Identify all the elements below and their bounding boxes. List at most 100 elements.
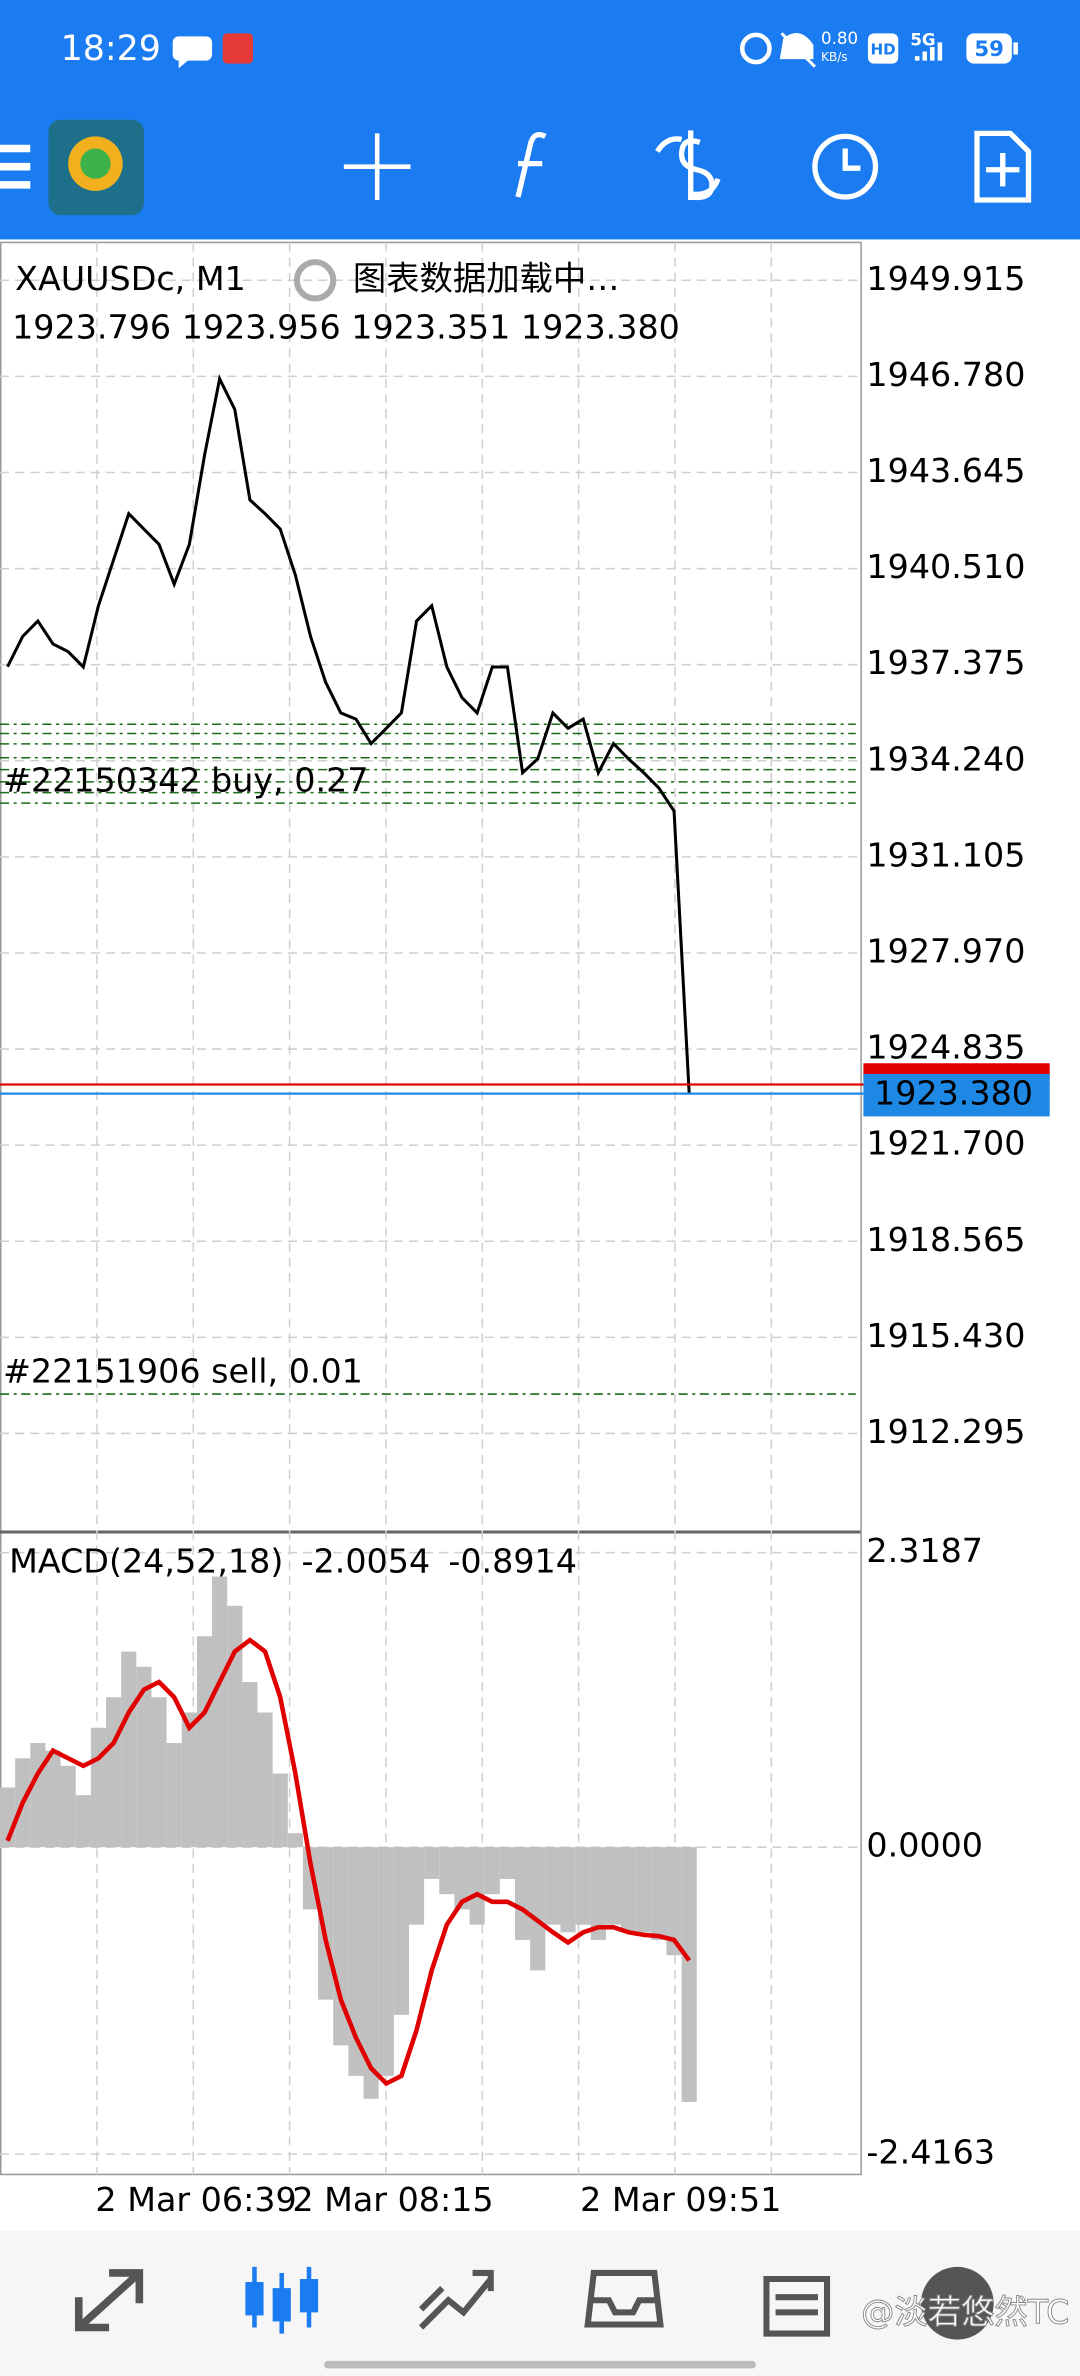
- net-unit: KB/s: [821, 50, 848, 64]
- macd-bar: [121, 1651, 137, 1848]
- trade-button[interactable]: [655, 130, 721, 201]
- y-tick-label: 1937.375: [866, 643, 1025, 682]
- macd-bar: [90, 1727, 107, 1848]
- net-speed: 0.80: [821, 29, 858, 48]
- signal-value: -0.8914: [448, 1541, 577, 1580]
- x-tick-label: 2 Mar 09:51: [580, 2180, 781, 2219]
- home-indicator: [324, 2360, 756, 2369]
- bottom-nav: [0, 2230, 1080, 2376]
- y-tick-label: 1946.780: [866, 355, 1025, 394]
- y-tick-label: 1934.240: [866, 739, 1025, 778]
- y-tick-label: 0.0000: [866, 1826, 983, 1865]
- macd-bar: [75, 1795, 91, 1848]
- y-tick-label: 1912.295: [866, 1412, 1025, 1451]
- alarm-icon: [739, 32, 772, 65]
- indicators-button[interactable]: [515, 132, 547, 198]
- macd-bar: [484, 1847, 500, 1895]
- macd-bar: [272, 1773, 288, 1848]
- macd-bar: [681, 1847, 697, 2102]
- macd-bar: [333, 1847, 349, 2046]
- macd-bar: [530, 1847, 546, 1971]
- macd-bar: [469, 1847, 485, 1925]
- macd-bar: [166, 1742, 182, 1848]
- trade-tab[interactable]: [418, 2269, 494, 2330]
- order-label: #22151906 sell, 0.01: [3, 1351, 363, 1390]
- macd-bar: [590, 1847, 606, 1940]
- symbol-title: XAUUSDc, M1: [15, 259, 246, 298]
- loading-spinner: [293, 259, 337, 302]
- bid-label: 1923.380: [874, 1074, 1033, 1113]
- y-tick-label: 1940.510: [866, 547, 1025, 586]
- history-tab[interactable]: [584, 2269, 664, 2328]
- macd-bar: [242, 1682, 258, 1848]
- y-tick-label: 1949.915: [866, 259, 1025, 298]
- chart-frame: [0, 241, 862, 2176]
- order-label: #22150342 buy, 0.27: [3, 760, 368, 799]
- period-hands: [842, 148, 861, 171]
- macd-bar: [136, 1666, 152, 1848]
- macd-bar: [621, 1847, 637, 1933]
- battery: [966, 33, 1012, 64]
- message-icon: [172, 36, 213, 69]
- news-tab[interactable]: [763, 2275, 831, 2337]
- macd-bar: [515, 1847, 531, 1940]
- macd-bar: [227, 1605, 243, 1848]
- macd-bar: [393, 1847, 409, 2015]
- macd-bar: [212, 1576, 228, 1848]
- y-tick-label: 1918.565: [866, 1220, 1025, 1259]
- new-order-button[interactable]: [974, 130, 1032, 203]
- watermark: @淡若悠然TC: [861, 2292, 1069, 2331]
- signal-icon: [914, 42, 943, 61]
- macd-bar: [545, 1847, 561, 1925]
- macd-bar: [363, 1847, 379, 2099]
- logo-mark-inner: [80, 148, 111, 179]
- y-tick-label: 1924.835: [866, 1028, 1025, 1067]
- macd-bar: [454, 1847, 470, 1910]
- network-type: 5G: [910, 30, 935, 49]
- chart-layer: 1949.915 1946.780 1943.645 1940.510 1937.375…: [0, 259, 1050, 2219]
- macd-bar: [636, 1847, 652, 1933]
- macd-bar: [651, 1847, 667, 1940]
- macd-bar: [408, 1847, 425, 1925]
- macd-bar: [424, 1847, 440, 1879]
- app-icon: [222, 33, 253, 64]
- loading-text: 图表数据加载中…: [353, 259, 620, 298]
- y-tick-label: 2.3187: [866, 1531, 983, 1570]
- macd-bar: [378, 1847, 394, 2076]
- settings-tab[interactable]: [920, 2266, 994, 2340]
- macd-title: MACD(24,52,18): [9, 1541, 283, 1580]
- y-tick-label: 1915.430: [866, 1316, 1025, 1355]
- macd-bar: [196, 1636, 213, 1848]
- mute-icon: [779, 32, 816, 68]
- menu-button[interactable]: [0, 144, 31, 189]
- macd-bar: [151, 1697, 167, 1848]
- macd-bar: [60, 1765, 76, 1848]
- macd-bar: [106, 1697, 122, 1848]
- macd-bar: [30, 1742, 46, 1848]
- x-tick-label: 2 Mar 08:15: [292, 2180, 493, 2219]
- macd-value: -2.0054: [302, 1541, 431, 1580]
- chart-tab-candle: [272, 2288, 291, 2322]
- hd-badge: [867, 33, 899, 64]
- y-tick-label: 1943.645: [866, 451, 1025, 490]
- bid-tag: [863, 1073, 1050, 1117]
- macd-bar: [181, 1712, 197, 1848]
- chart-tab-candle: [245, 2282, 264, 2316]
- macd-bar: [287, 1833, 303, 1848]
- macd-bar: [605, 1847, 622, 1925]
- y-tick-label: 1921.700: [866, 1124, 1025, 1163]
- y-tick-label: 1931.105: [866, 835, 1025, 874]
- battery-level: 59: [974, 37, 1004, 62]
- macd-bar: [45, 1750, 61, 1848]
- period-button[interactable]: [812, 133, 879, 200]
- quotes-tab[interactable]: [74, 2269, 144, 2332]
- chart-tab-candle: [299, 2279, 319, 2313]
- macd-bar: [257, 1712, 273, 1848]
- macd-bar: [666, 1847, 682, 1956]
- macd-bar: [560, 1847, 576, 1933]
- macd-bar: [439, 1847, 455, 1895]
- hd-text: HD: [870, 41, 895, 59]
- crosshair-button[interactable]: [343, 133, 411, 201]
